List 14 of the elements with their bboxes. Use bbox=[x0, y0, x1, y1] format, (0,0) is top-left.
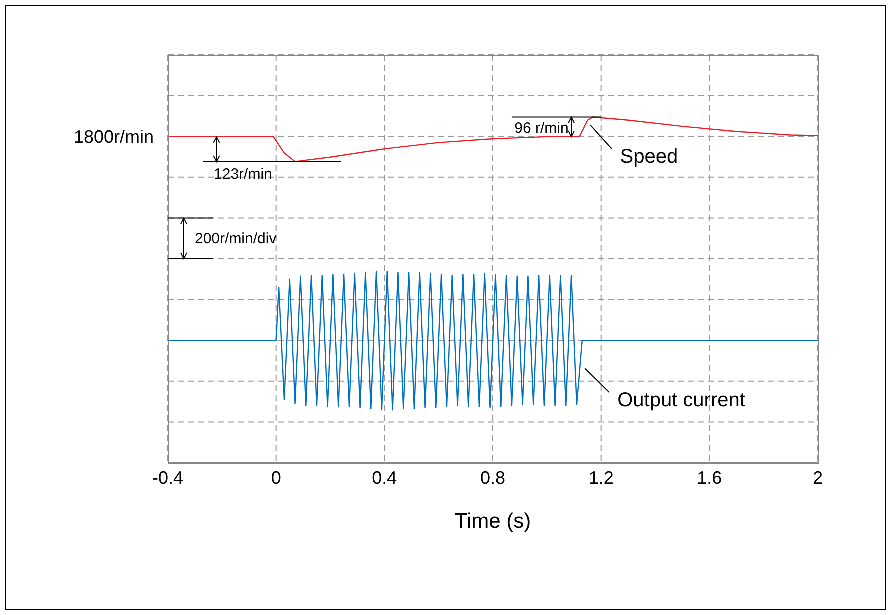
x-axis-title: Time (s) bbox=[454, 510, 532, 533]
series-label: Output current bbox=[618, 390, 746, 412]
annotation: 96 r/min bbox=[514, 120, 569, 138]
x-tick-label: 0.4 bbox=[372, 468, 398, 488]
x-tick-label: 0.8 bbox=[480, 468, 506, 488]
text: 1800r/min bbox=[74, 126, 154, 147]
x-tick-label: 0 bbox=[271, 468, 282, 488]
x-tick-label: -0.4 bbox=[152, 468, 184, 488]
x-tick-label: 1.2 bbox=[588, 468, 614, 488]
annotation: 123r/min bbox=[214, 166, 272, 183]
series-label: Speed bbox=[620, 146, 678, 168]
annotation: 200r/min/div bbox=[195, 230, 278, 248]
x-tick-label: 2 bbox=[812, 468, 824, 488]
x-tick-label: 1.6 bbox=[697, 468, 722, 488]
